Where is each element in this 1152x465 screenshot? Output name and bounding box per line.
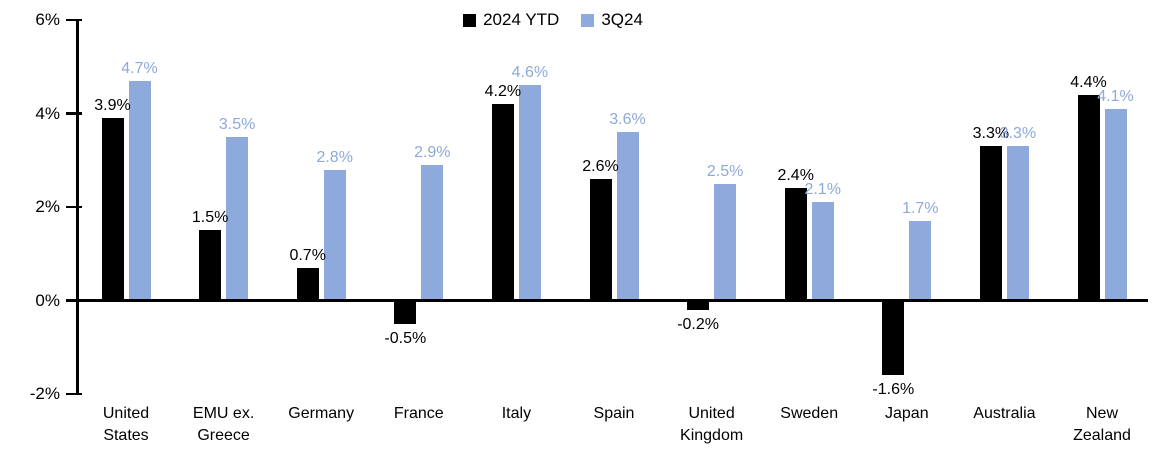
- bar-label-2024-ytd-france: -0.5%: [384, 329, 427, 347]
- y-axis-tick-label: 6%: [35, 10, 60, 29]
- category-label-australia: Australia: [973, 405, 1036, 422]
- bar-label-3q24-japan: 1.7%: [902, 200, 939, 218]
- category-label-japan: Japan: [885, 405, 929, 422]
- bar-3q24-spain: [616, 132, 639, 301]
- bar-label-2024-ytd-emu-ex-greece: 1.5%: [191, 209, 229, 227]
- bar-2024-ytd-australia: [979, 146, 1002, 301]
- legend: 2024 YTD 3Q24: [0, 10, 1106, 30]
- legend-item-3q24: 3Q24: [581, 10, 643, 30]
- bar-label-3q24-sweden: 2.1%: [804, 181, 841, 199]
- y-axis-tick-label: 4%: [35, 103, 60, 123]
- bar-3q24-germany: [323, 169, 346, 301]
- bar-3q24-united-kingdom: [714, 183, 737, 301]
- bar-label-2024-ytd-australia: 3.3%: [972, 125, 1010, 143]
- bar-label-3q24-new-zealand: 4.1%: [1097, 87, 1134, 105]
- bar-3q24-united-states: [128, 80, 151, 301]
- bar-2024-ytd-japan: [882, 300, 905, 376]
- y-axis-tick-label: 2%: [35, 197, 60, 216]
- bar-label-2024-ytd-sweden: 2.4%: [777, 167, 814, 185]
- bar-3q24-emu-ex-greece: [226, 136, 249, 301]
- y-axis-tick: [66, 112, 82, 115]
- category-label-new-zealand: New Zealand: [1073, 405, 1131, 444]
- bar-label-2024-ytd-united-states: 3.9%: [94, 97, 131, 115]
- bar-3q24-japan: [909, 221, 932, 301]
- category-label-france: France: [393, 405, 444, 422]
- bar-label-3q24-emu-ex-greece: 3.5%: [218, 115, 256, 133]
- bar-label-3q24-france: 2.9%: [414, 143, 451, 161]
- bar-label-3q24-italy: 4.6%: [511, 64, 549, 82]
- bar-2024-ytd-germany: [296, 267, 319, 301]
- y-axis-tick-label: -2%: [29, 384, 60, 403]
- category-label-spain: Spain: [593, 405, 635, 422]
- legend-swatch-3q24: [581, 13, 595, 27]
- y-axis-tick: [66, 205, 82, 209]
- bar-2024-ytd-spain: [589, 178, 612, 301]
- bar-label-2024-ytd-italy: 4.2%: [484, 83, 522, 101]
- category-label-emu-ex-greece: EMU ex. Greece: [192, 405, 255, 444]
- category-label-italy: Italy: [501, 405, 532, 422]
- bar-label-3q24-australia: 3.3%: [999, 125, 1037, 143]
- bar-label-3q24-spain: 3.6%: [609, 111, 646, 129]
- legend-label-3q24: 3Q24: [601, 10, 643, 29]
- bar-label-2024-ytd-germany: 0.7%: [289, 246, 326, 264]
- y-axis-tick: [66, 18, 82, 22]
- bar-2024-ytd-sweden: [784, 188, 807, 301]
- bar-label-2024-ytd-new-zealand: 4.4%: [1070, 73, 1107, 91]
- x-axis-line: [76, 299, 1148, 302]
- y-axis-tick: [66, 299, 82, 302]
- legend-swatch-2024-ytd: [463, 13, 477, 27]
- bar-3q24-australia: [1006, 146, 1029, 301]
- bar-3q24-france: [421, 164, 444, 301]
- y-axis-tick-label: 0%: [35, 290, 60, 310]
- category-label-united-states: United States: [102, 405, 150, 444]
- bar-label-3q24-united-states: 4.7%: [121, 59, 158, 77]
- category-label-germany: Germany: [288, 405, 355, 422]
- y-axis-tick: [66, 392, 82, 396]
- bar-2024-ytd-united-states: [101, 118, 124, 301]
- legend-label-2024-ytd: 2024 YTD: [483, 10, 560, 29]
- bar-2024-ytd-italy: [491, 104, 514, 301]
- bar-3q24-new-zealand: [1104, 108, 1127, 301]
- bar-label-3q24-germany: 2.8%: [316, 148, 353, 166]
- bar-2024-ytd-new-zealand: [1077, 94, 1100, 301]
- bar-3q24-sweden: [811, 202, 834, 301]
- bar-2024-ytd-emu-ex-greece: [199, 230, 222, 301]
- bar-2024-ytd-france: [394, 300, 417, 324]
- bar-3q24-italy: [518, 85, 541, 301]
- bar-label-2024-ytd-japan: -1.6%: [872, 381, 915, 399]
- category-label-sweden: Sweden: [780, 405, 839, 422]
- category-label-united-kingdom: United Kingdom: [680, 405, 744, 444]
- bar-label-2024-ytd-united-kingdom: -0.2%: [677, 315, 719, 333]
- legend-item-2024-ytd: 2024 YTD: [463, 10, 559, 30]
- bar-label-2024-ytd-spain: 2.6%: [582, 157, 619, 175]
- bar-label-3q24-united-kingdom: 2.5%: [706, 162, 744, 180]
- bar-2024-ytd-united-kingdom: [687, 300, 710, 310]
